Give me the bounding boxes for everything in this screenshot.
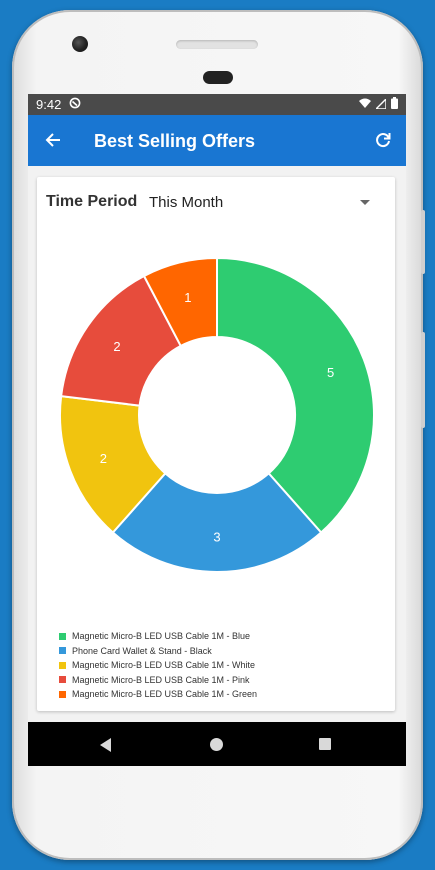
legend-label: Magnetic Micro-B LED USB Cable 1M - Blue xyxy=(72,631,251,642)
legend-label: Magnetic Micro-B LED USB Cable 1M - Pink xyxy=(72,674,250,685)
app-bar: Best Selling Offers xyxy=(28,115,406,166)
slice-value-label: 3 xyxy=(213,530,220,545)
legend-swatch xyxy=(59,632,66,640)
slice-value-label: 1 xyxy=(184,290,191,305)
navigation-bar xyxy=(28,722,406,766)
time-period-select[interactable]: This Month xyxy=(149,194,224,211)
legend-item[interactable]: Magnetic Micro-B LED USB Cable 1M - Whit… xyxy=(59,658,257,673)
legend-swatch xyxy=(59,690,66,698)
front-camera xyxy=(72,36,88,52)
chart-legend: Magnetic Micro-B LED USB Cable 1M - Blue… xyxy=(59,629,257,702)
sync-icon xyxy=(69,97,81,112)
refresh-icon[interactable] xyxy=(374,131,392,154)
slice-value-label: 5 xyxy=(327,365,334,380)
page-title: Best Selling Offers xyxy=(94,131,256,151)
status-bar: 9:42 xyxy=(28,94,406,115)
donut-slice-2[interactable] xyxy=(111,471,323,573)
top-speaker xyxy=(176,40,258,49)
legend-swatch xyxy=(59,647,66,655)
slice-value-label: 2 xyxy=(100,451,107,466)
legend-item[interactable]: Magnetic Micro-B LED USB Cable 1M - Gree… xyxy=(59,687,257,702)
legend-swatch xyxy=(59,661,66,669)
chart-card: Time Period This Month 5 3 2 2 1 Magnetic Mi… xyxy=(37,177,395,711)
donut-slice-5[interactable] xyxy=(142,256,218,348)
power-button xyxy=(421,332,425,428)
chevron-down-icon[interactable] xyxy=(360,200,370,205)
volume-button xyxy=(421,210,425,274)
back-arrow-icon[interactable] xyxy=(44,131,62,154)
donut-slice-1[interactable] xyxy=(216,256,375,534)
legend-label: Phone Card Wallet & Stand - Black xyxy=(72,645,212,656)
battery-icon xyxy=(391,97,398,112)
donut-chart: 5 3 2 2 1 xyxy=(59,256,375,573)
nav-back-icon[interactable] xyxy=(100,738,111,752)
nav-recents-icon[interactable] xyxy=(319,738,331,750)
wifi-icon xyxy=(359,97,371,112)
time-period-label: Time Period xyxy=(46,193,138,210)
earpiece xyxy=(203,71,233,84)
legend-item[interactable]: Magnetic Micro-B LED USB Cable 1M - Blue xyxy=(59,629,257,644)
signal-icon xyxy=(374,97,387,112)
legend-item[interactable]: Phone Card Wallet & Stand - Black xyxy=(59,644,257,659)
legend-label: Magnetic Micro-B LED USB Cable 1M - Gree… xyxy=(72,689,258,700)
legend-item[interactable]: Magnetic Micro-B LED USB Cable 1M - Pink xyxy=(59,673,257,688)
screen: 9:42 Best Selling Offers Time Period Thi… xyxy=(28,94,406,766)
slice-value-label: 2 xyxy=(113,339,120,354)
status-time: 9:42 xyxy=(36,97,62,112)
legend-swatch xyxy=(59,676,66,684)
legend-label: Magnetic Micro-B LED USB Cable 1M - Whit… xyxy=(72,660,256,671)
nav-home-icon[interactable] xyxy=(210,738,223,751)
